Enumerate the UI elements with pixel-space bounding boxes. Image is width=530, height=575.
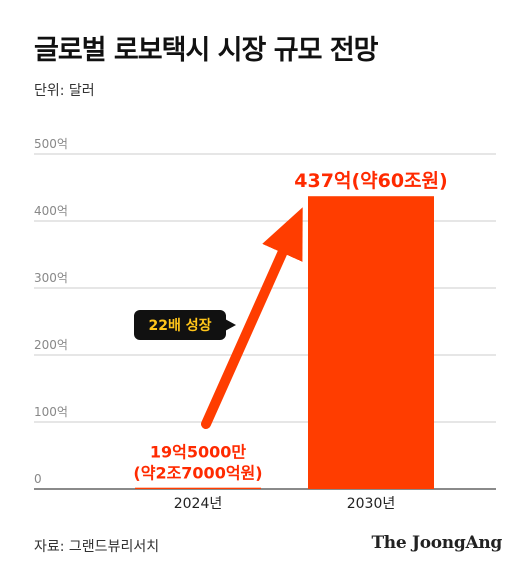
annotation: 22배 성장 (134, 207, 303, 429)
x-axis-categories: 2024년 2030년 (174, 496, 396, 512)
x-category-label: 2030년 (347, 496, 396, 512)
publisher-logo: The JoongAng (371, 533, 502, 553)
chart-title: 글로벌 로보택시 시장 규모 전망 (34, 35, 379, 66)
growth-badge (134, 310, 226, 340)
value-label: (약2조7000억원) (133, 464, 262, 483)
growth-arrow (201, 207, 303, 429)
source-credit: 자료: 그랜드뷰리서치 (34, 539, 160, 555)
chart: 0 100억 200억 300억 400억 500억 22배 성장 19억5000만 (약2… (34, 137, 496, 512)
y-tick-label: 100억 (34, 405, 68, 419)
y-tick-label: 400억 (34, 204, 68, 218)
x-category-label: 2024년 (174, 496, 223, 512)
y-tick-label: 300억 (34, 271, 68, 285)
bar-2030년 (308, 196, 434, 489)
bar-2024년 (135, 487, 261, 489)
unit-label: 단위: 달러 (34, 83, 95, 99)
growth-badge-text: 22배 성장 (149, 317, 212, 334)
y-tick-label: 0 (34, 472, 42, 486)
value-label: 437억(약60조원) (294, 170, 447, 192)
y-tick-label: 200억 (34, 338, 68, 352)
value-label: 19억5000만 (150, 443, 247, 462)
growth-badge-pointer (225, 319, 236, 331)
y-axis-ticks: 0 100억 200억 300억 400억 500억 (34, 137, 68, 486)
data-labels: 19억5000만 (약2조7000억원) 437억(약60조원) (133, 170, 447, 482)
bars (135, 196, 434, 489)
y-tick-label: 500억 (34, 137, 68, 151)
